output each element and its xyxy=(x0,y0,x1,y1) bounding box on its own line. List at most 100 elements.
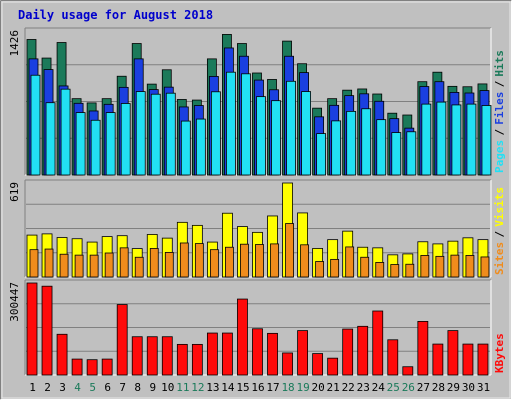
bar-hits-files-pages-pages-day-17 xyxy=(271,100,281,176)
bar-hits-files-pages-pages-day-25 xyxy=(391,132,402,176)
panel-hits-files-pages-legend-3: / xyxy=(493,80,506,87)
x-tick-label-day-23: 23 xyxy=(357,381,370,394)
bar-kbytes-kbytes-day-24 xyxy=(372,310,384,376)
x-tick-label-day-11: 11 xyxy=(176,381,189,394)
bar-visits-sites-sites-day-14 xyxy=(225,246,234,278)
x-tick-label-day-2: 2 xyxy=(44,381,51,394)
bar-kbytes-kbytes-day-8 xyxy=(131,336,143,376)
bar-kbytes-kbytes-day-20 xyxy=(312,353,324,376)
x-tick-label-day-10: 10 xyxy=(161,381,174,394)
bar-hits-files-pages-pages-day-7 xyxy=(120,103,131,176)
bar-visits-sites-sites-day-28 xyxy=(435,255,445,278)
bar-visits-sites-sites-day-11 xyxy=(179,242,189,278)
x-tick-label-day-19: 19 xyxy=(296,381,309,394)
bar-kbytes-kbytes-day-19 xyxy=(297,330,308,376)
bar-kbytes-kbytes-day-2 xyxy=(41,285,53,376)
x-tick-label-day-20: 20 xyxy=(312,381,325,394)
x-tick-label-day-29: 29 xyxy=(447,381,460,394)
panel-visits-sites-legend-0: Sites xyxy=(493,242,506,275)
panel-hits-files-pages-legend-4: Hits xyxy=(493,50,506,77)
bar-visits-sites-sites-day-4 xyxy=(74,254,84,278)
x-tick-label-day-18: 18 xyxy=(281,381,294,394)
x-tick-label-day-22: 22 xyxy=(342,381,355,394)
bar-kbytes-kbytes-day-7 xyxy=(116,304,128,376)
bar-kbytes-kbytes-day-3 xyxy=(56,333,68,376)
bar-visits-sites-sites-day-7 xyxy=(119,247,129,278)
x-tick-label-day-12: 12 xyxy=(191,381,204,394)
bar-visits-sites-sites-day-27 xyxy=(420,255,430,278)
bar-kbytes-kbytes-day-11 xyxy=(176,343,188,376)
bar-kbytes-kbytes-day-23 xyxy=(357,325,369,376)
x-tick-label-day-1: 1 xyxy=(29,381,36,394)
x-tick-label-day-4: 4 xyxy=(74,381,81,394)
bar-kbytes-kbytes-day-4 xyxy=(71,358,83,376)
x-tick-label-day-13: 13 xyxy=(206,381,219,394)
x-tick-label-day-7: 7 xyxy=(119,381,126,394)
x-tick-label-day-21: 21 xyxy=(327,381,340,394)
x-tick-label-day-3: 3 xyxy=(59,381,66,394)
bar-kbytes-kbytes-day-21 xyxy=(327,357,339,376)
bar-kbytes-kbytes-day-9 xyxy=(146,336,158,376)
panel-hits-files-pages-legend-1: / xyxy=(493,129,506,136)
bar-kbytes-kbytes-day-12 xyxy=(191,343,203,376)
bar-hits-files-pages-pages-day-2 xyxy=(45,102,56,176)
x-tick-label-day-15: 15 xyxy=(236,381,249,394)
bar-kbytes-kbytes-day-27 xyxy=(417,321,429,376)
bar-hits-files-pages-pages-day-1 xyxy=(30,74,41,176)
bar-visits-sites-sites-day-25 xyxy=(390,264,400,278)
bar-kbytes-kbytes-day-6 xyxy=(101,358,113,376)
panel-hits-files-pages-ymax-label: 1426 xyxy=(8,30,21,57)
bar-visits-sites-sites-day-13 xyxy=(209,249,219,278)
bar-hits-files-pages-pages-day-19 xyxy=(301,91,311,176)
bar-kbytes-kbytes-day-1 xyxy=(26,282,38,376)
bar-hits-files-pages-pages-day-30 xyxy=(466,103,477,176)
bar-visits-sites-sites-day-21 xyxy=(330,258,340,278)
bar-kbytes-kbytes-day-15 xyxy=(237,298,248,376)
bar-visits-sites-sites-day-16 xyxy=(255,244,264,278)
bar-kbytes-kbytes-day-28 xyxy=(432,343,444,376)
bar-visits-sites-sites-day-15 xyxy=(240,243,249,278)
bar-visits-sites-sites-day-20 xyxy=(315,261,325,278)
bar-hits-files-pages-pages-day-5 xyxy=(90,119,101,176)
bar-visits-sites-sites-day-19 xyxy=(300,244,309,278)
x-tick-label-day-31: 31 xyxy=(477,381,490,394)
bar-visits-sites-sites-day-5 xyxy=(89,254,99,278)
bar-hits-files-pages-pages-day-26 xyxy=(406,131,417,176)
x-tick-label-day-8: 8 xyxy=(134,381,141,394)
x-tick-label-day-24: 24 xyxy=(372,381,386,394)
bar-hits-files-pages-pages-day-27 xyxy=(421,103,432,176)
bar-kbytes-kbytes-day-16 xyxy=(252,328,263,376)
bar-visits-sites-sites-day-30 xyxy=(465,255,475,278)
panel-visits-sites-legend-2: Visits xyxy=(493,187,506,227)
panel-kbytes-legend-0: KBytes xyxy=(493,333,506,373)
bar-visits-sites-sites-day-10 xyxy=(164,251,174,278)
bar-hits-files-pages-pages-day-12 xyxy=(195,118,206,176)
bar-hits-files-pages-pages-day-24 xyxy=(376,119,387,176)
panel-hits-files-pages-legend-0: Pages xyxy=(493,140,506,173)
bar-hits-files-pages-pages-day-9 xyxy=(150,93,161,176)
bar-visits-sites-sites-day-8 xyxy=(134,256,144,278)
x-tick-label-day-16: 16 xyxy=(251,381,264,394)
bar-kbytes-kbytes-day-30 xyxy=(462,343,474,376)
panel-visits-sites-legend-1: / xyxy=(493,231,506,238)
x-tick-label-day-9: 9 xyxy=(149,381,156,394)
bar-visits-sites-sites-day-1 xyxy=(29,249,39,278)
x-tick-label-day-30: 30 xyxy=(462,381,475,394)
bar-hits-files-pages-pages-day-15 xyxy=(241,73,251,176)
bar-hits-files-pages-pages-day-23 xyxy=(361,108,372,176)
panel-visits-sites-ymax-label: 619 xyxy=(8,182,21,202)
bar-visits-sites-sites-day-12 xyxy=(194,243,204,278)
bar-visits-sites-sites-day-23 xyxy=(360,256,370,278)
bar-kbytes-kbytes-day-13 xyxy=(206,332,218,376)
x-tick-label-day-6: 6 xyxy=(104,381,111,394)
bar-visits-sites-sites-day-18 xyxy=(285,223,294,278)
x-tick-label-day-27: 27 xyxy=(417,381,430,394)
bar-hits-files-pages-pages-day-18 xyxy=(286,80,296,176)
bar-visits-sites-sites-day-26 xyxy=(405,263,415,278)
bar-hits-files-pages-pages-day-8 xyxy=(135,91,146,176)
bar-kbytes-kbytes-day-25 xyxy=(387,339,399,376)
bar-visits-sites-sites-day-22 xyxy=(345,246,355,278)
chart-title: Daily usage for August 2018 xyxy=(18,8,213,22)
